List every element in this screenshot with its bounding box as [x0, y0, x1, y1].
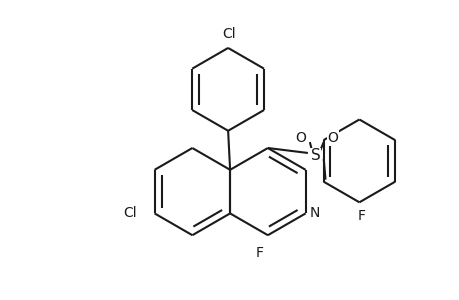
Text: F: F: [255, 246, 263, 260]
Text: Cl: Cl: [123, 206, 136, 220]
Text: S: S: [310, 148, 320, 164]
Text: N: N: [309, 206, 319, 220]
Text: O: O: [294, 131, 305, 145]
Text: F: F: [357, 209, 364, 223]
Text: O: O: [327, 131, 338, 145]
Text: Cl: Cl: [222, 27, 235, 41]
